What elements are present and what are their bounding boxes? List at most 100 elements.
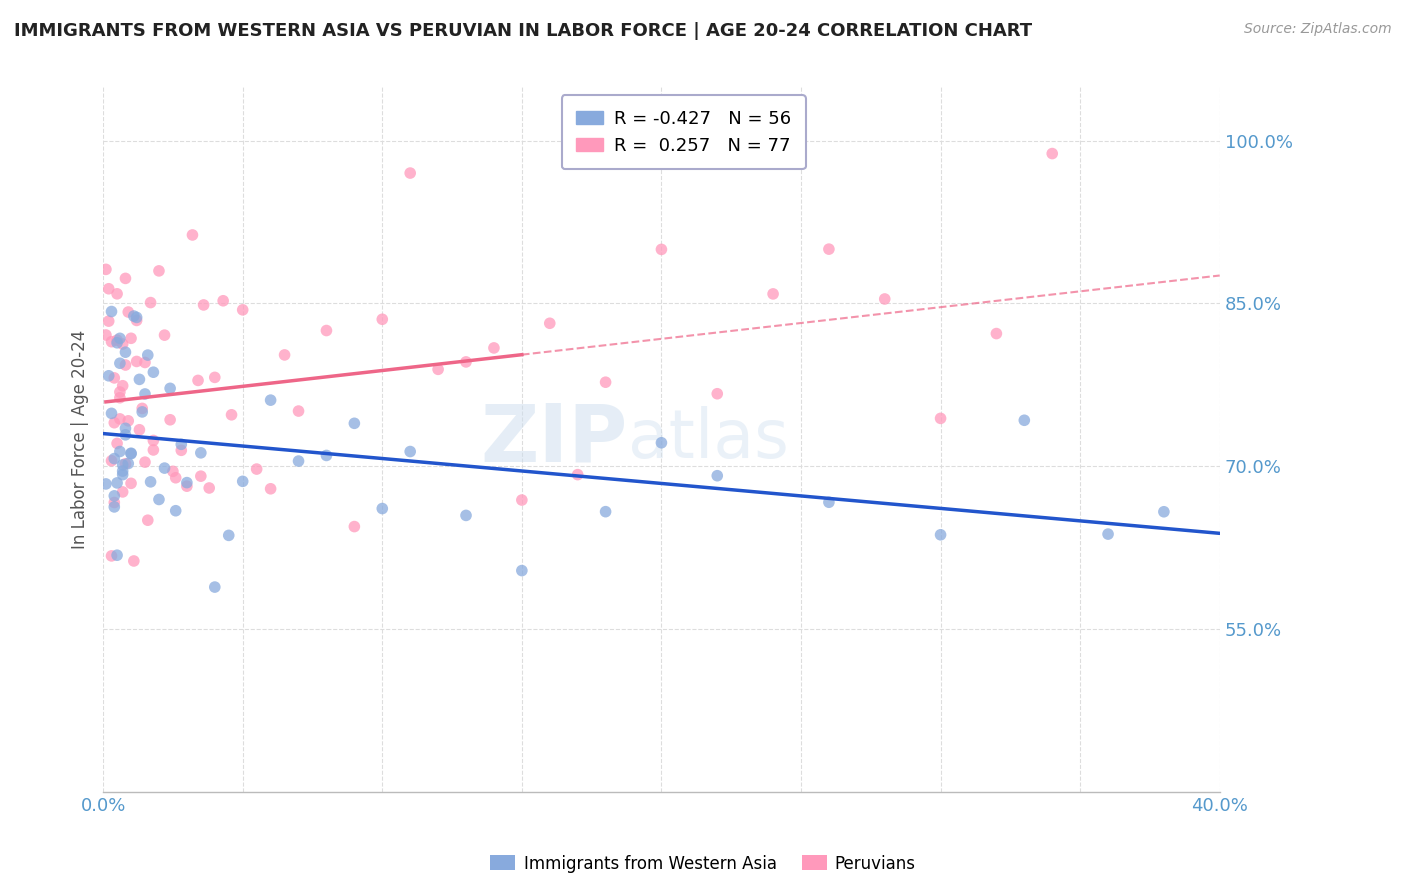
Point bbox=[94, 328, 117, 343]
Point bbox=[114, 421, 136, 435]
Point bbox=[315, 324, 337, 338]
Legend: Immigrants from Western Asia, Peruvians: Immigrants from Western Asia, Peruvians bbox=[484, 848, 922, 880]
Point bbox=[100, 334, 122, 349]
Point bbox=[131, 401, 153, 416]
Point bbox=[212, 293, 235, 308]
Point bbox=[287, 404, 309, 418]
Point bbox=[111, 484, 134, 499]
Point bbox=[187, 373, 209, 387]
Point bbox=[142, 442, 165, 457]
Point bbox=[929, 411, 952, 425]
Point bbox=[873, 292, 896, 306]
Point bbox=[371, 312, 394, 326]
Point bbox=[259, 482, 281, 496]
Point bbox=[136, 513, 159, 527]
Point bbox=[105, 335, 128, 350]
Point bbox=[103, 495, 125, 509]
Point bbox=[117, 305, 139, 319]
Point bbox=[399, 166, 422, 180]
Point bbox=[162, 464, 184, 478]
Point bbox=[193, 298, 215, 312]
Point bbox=[136, 348, 159, 362]
Point bbox=[139, 295, 162, 310]
Point bbox=[650, 243, 672, 257]
Point bbox=[105, 333, 128, 347]
Point bbox=[176, 475, 198, 490]
Text: Source: ZipAtlas.com: Source: ZipAtlas.com bbox=[1244, 22, 1392, 37]
Point bbox=[111, 458, 134, 472]
Point bbox=[128, 372, 150, 386]
Point bbox=[103, 500, 125, 514]
Text: atlas: atlas bbox=[628, 406, 789, 472]
Point bbox=[120, 446, 142, 460]
Point bbox=[100, 549, 122, 563]
Point bbox=[114, 358, 136, 372]
Point bbox=[259, 393, 281, 408]
Point bbox=[567, 467, 589, 482]
Point bbox=[246, 462, 269, 476]
Point bbox=[221, 408, 243, 422]
Point bbox=[94, 262, 117, 277]
Point bbox=[108, 391, 131, 405]
Point bbox=[343, 417, 366, 431]
Point bbox=[538, 316, 561, 330]
Point bbox=[198, 481, 221, 495]
Point bbox=[454, 508, 477, 523]
Point bbox=[204, 580, 226, 594]
Point bbox=[108, 384, 131, 399]
Point bbox=[1097, 527, 1119, 541]
Point bbox=[117, 457, 139, 471]
Point bbox=[986, 326, 1008, 341]
Point bbox=[204, 370, 226, 384]
Point bbox=[108, 444, 131, 458]
Point bbox=[105, 436, 128, 450]
Point bbox=[142, 434, 165, 448]
Point bbox=[120, 447, 142, 461]
Point bbox=[153, 328, 176, 343]
Point bbox=[105, 548, 128, 562]
Point bbox=[343, 519, 366, 533]
Point bbox=[103, 416, 125, 430]
Point bbox=[153, 461, 176, 475]
Point bbox=[148, 264, 170, 278]
Point bbox=[100, 406, 122, 420]
Point bbox=[108, 412, 131, 426]
Point bbox=[482, 341, 505, 355]
Point bbox=[105, 475, 128, 490]
Point bbox=[120, 331, 142, 345]
Point bbox=[114, 345, 136, 359]
Point bbox=[125, 354, 148, 368]
Point bbox=[706, 386, 728, 401]
Point bbox=[105, 286, 128, 301]
Point bbox=[139, 475, 162, 489]
Point bbox=[818, 242, 841, 256]
Point bbox=[120, 476, 142, 491]
Point bbox=[114, 427, 136, 442]
Point bbox=[103, 371, 125, 385]
Point bbox=[1040, 146, 1063, 161]
Point bbox=[108, 331, 131, 345]
Point bbox=[399, 444, 422, 458]
Point bbox=[122, 554, 145, 568]
Point bbox=[1014, 413, 1036, 427]
Point bbox=[134, 387, 156, 401]
Point bbox=[218, 528, 240, 542]
Point bbox=[100, 304, 122, 318]
Point bbox=[122, 309, 145, 323]
Point bbox=[510, 493, 533, 508]
Point bbox=[595, 505, 617, 519]
Point bbox=[134, 355, 156, 369]
Point bbox=[273, 348, 295, 362]
Point bbox=[103, 489, 125, 503]
Point bbox=[100, 454, 122, 468]
Point bbox=[142, 365, 165, 379]
Point bbox=[165, 504, 187, 518]
Point bbox=[114, 271, 136, 285]
Point bbox=[148, 492, 170, 507]
Point bbox=[125, 313, 148, 327]
Y-axis label: In Labor Force | Age 20-24: In Labor Force | Age 20-24 bbox=[72, 329, 89, 549]
Point bbox=[94, 477, 117, 491]
Point bbox=[108, 356, 131, 370]
Point bbox=[111, 378, 134, 392]
Point bbox=[111, 467, 134, 482]
